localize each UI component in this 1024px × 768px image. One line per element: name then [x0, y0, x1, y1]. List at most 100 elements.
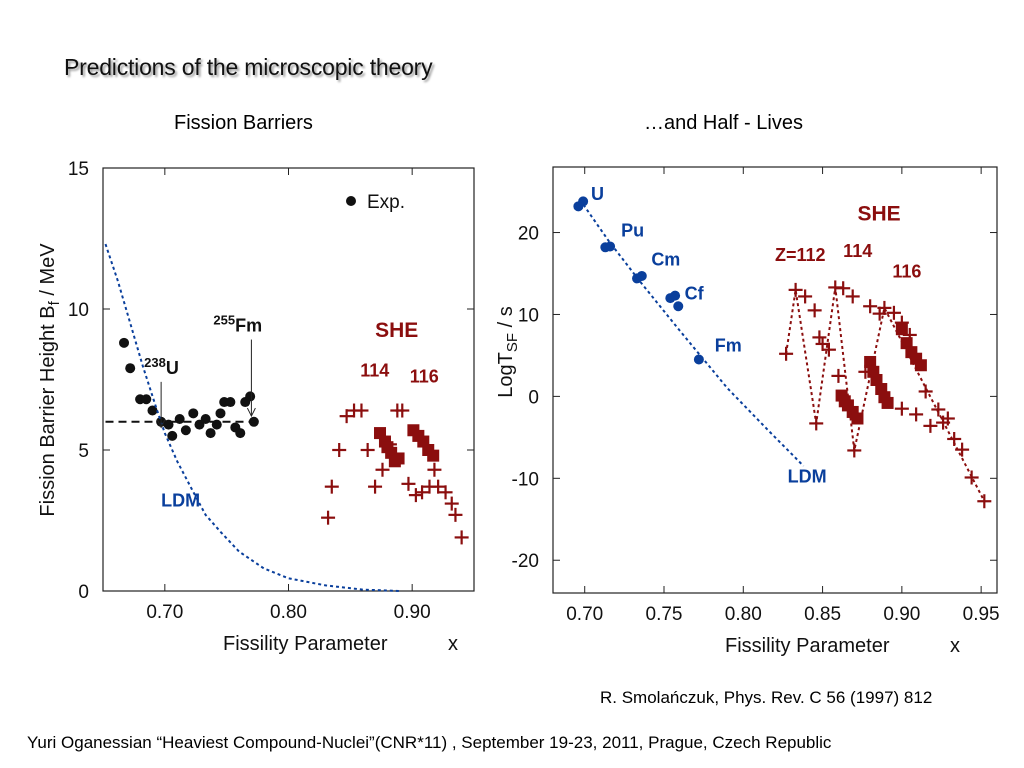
data-point-circle [167, 430, 178, 441]
annotation-isotope-label: 238U [144, 355, 179, 378]
data-point-circle [245, 391, 256, 402]
x-axis-label: Fissility Parameter [725, 635, 890, 657]
fission-barriers-plot: 0.70 0.80 0.90 0 5 10 15 Fissility Parameter x Fi… [37, 159, 475, 655]
annotation-arrowhead [246, 407, 256, 418]
y-tick-label: 10 [68, 300, 89, 321]
data-point-circle [636, 270, 647, 281]
data-point-square [392, 452, 405, 465]
data-point-plus [415, 485, 430, 500]
annotation-label: 114 [360, 361, 389, 381]
data-point-plus [831, 368, 846, 383]
x-tick-label: 0.90 [394, 602, 431, 623]
footer-text: Yuri Oganessian “Heaviest Compound-Nucle… [27, 733, 832, 752]
data-point-plus [321, 510, 336, 525]
annotation-label: Cf [685, 284, 705, 304]
data-point-plus [812, 330, 827, 345]
data-point-plus [821, 342, 836, 357]
data-point-plus [940, 411, 955, 426]
data-point-plus [401, 476, 416, 491]
y-axis-label: Fission Barrier Height Bf / MeV [37, 243, 63, 517]
y-tick-label: -10 [512, 469, 539, 490]
data-point-plus [863, 299, 878, 314]
plot-frame [552, 166, 998, 594]
data-point-square [881, 396, 894, 409]
ldm-curve [104, 243, 400, 592]
data-point-plus [395, 403, 410, 418]
annotation-label: LDM [788, 466, 827, 486]
annotation-label: SHE [375, 319, 418, 342]
data-point-circle [141, 394, 152, 405]
data-point-plus [977, 494, 992, 509]
annotation-label: Pu [621, 221, 644, 241]
y-tick-label: 0 [528, 387, 539, 408]
annotation-arrowhead [156, 419, 166, 429]
data-point-square [914, 359, 927, 372]
y-tick-label: 0 [78, 582, 89, 603]
annotation-label: Fm [715, 335, 742, 355]
data-point-circle [693, 354, 704, 365]
data-point-plus [454, 530, 469, 545]
data-point-plus [444, 496, 459, 511]
ldm-curve [579, 199, 805, 467]
x-axis-variable: x [950, 635, 960, 657]
data-point-plus [427, 462, 442, 477]
slide-title: Predictions of the microscopic theory [64, 54, 433, 80]
data-point-plus [360, 443, 375, 457]
annotation-label: 114 [843, 241, 872, 261]
annotation-label: SHE [857, 202, 900, 225]
data-point-plus [923, 418, 938, 433]
data-point-plus [918, 384, 933, 399]
data-point-plus [431, 479, 446, 494]
guide-line [785, 287, 986, 502]
data-point-circle [225, 397, 236, 408]
x-tick-label: 0.75 [646, 604, 683, 625]
data-point-plus [408, 488, 423, 503]
data-point-plus [448, 507, 463, 522]
data-point-square [870, 374, 883, 386]
annotation-label: LDM [161, 490, 200, 510]
data-point-plus [438, 485, 453, 500]
data-point-plus [324, 479, 339, 494]
data-point-plus [931, 402, 946, 417]
y-tick-label: 15 [68, 159, 89, 180]
x-tick-label: 0.90 [883, 604, 920, 625]
right-chart-heading: …and Half - Lives [644, 112, 803, 134]
data-point-square [427, 449, 440, 462]
y-tick-label: 10 [518, 305, 539, 326]
x-tick-label: 0.80 [725, 604, 762, 625]
x-tick-label: 0.95 [963, 604, 1000, 625]
data-point-plus [339, 409, 354, 424]
annotation-isotope-label: 255Fm [213, 313, 262, 336]
data-point-plus [886, 305, 901, 320]
half-lives-plot: 0.70 0.75 0.80 0.85 0.90 0.95 -20 -10 0 10 20 Fissi… [495, 166, 1000, 657]
data-point-plus [894, 401, 909, 416]
data-point-plus [807, 303, 822, 318]
data-point-plus [909, 407, 924, 422]
data-point-circle [235, 428, 246, 439]
y-tick-label: 20 [518, 224, 539, 245]
data-point-plus [836, 281, 851, 296]
data-point-circle [578, 196, 589, 207]
annotation-label: Cm [651, 249, 680, 269]
data-point-plus [798, 289, 813, 304]
y-axis-label: LogTSF / s [495, 306, 521, 397]
x-axis-label: Fissility Parameter [223, 633, 388, 655]
data-point-circle [673, 301, 684, 312]
data-point-circle [125, 363, 136, 374]
x-tick-label: 0.80 [270, 602, 307, 623]
data-point-plus [847, 443, 862, 458]
annotation-label: U [591, 184, 604, 204]
data-point-plus [845, 289, 860, 304]
reference-citation: R. Smolańczuk, Phys. Rev. C 56 (1997) 81… [600, 688, 933, 707]
data-point-square [900, 337, 913, 350]
legend-label: Exp. [367, 192, 405, 213]
annotation-label: Z=112 [775, 245, 826, 265]
legend-marker [346, 196, 356, 206]
annotation-label: 116 [892, 262, 921, 282]
data-point-circle [205, 428, 216, 439]
data-point-circle [670, 290, 681, 301]
data-point-circle [180, 425, 191, 436]
y-tick-label: 5 [78, 441, 89, 462]
data-point-circle [147, 405, 158, 416]
